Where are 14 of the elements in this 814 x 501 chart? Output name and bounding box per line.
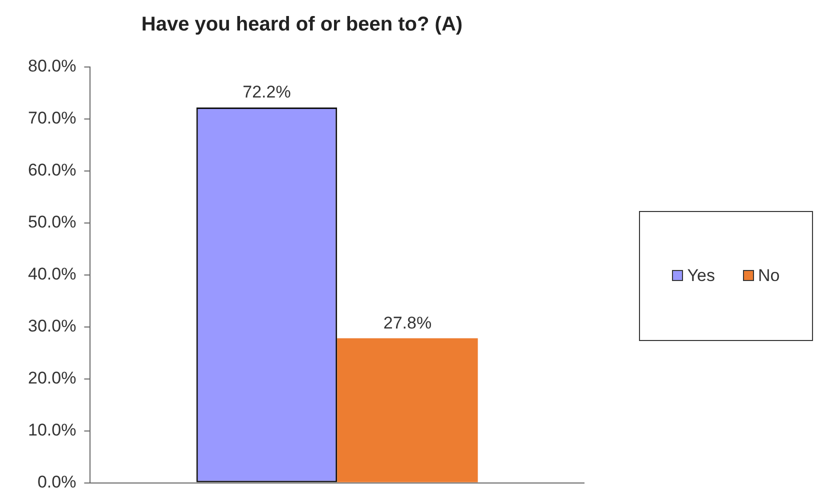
y-tick-label: 20.0% (28, 368, 76, 388)
y-tick-label: 60.0% (28, 160, 76, 180)
legend-label: No (758, 266, 780, 286)
chart-title: Have you heard of or been to? (A) (141, 14, 463, 36)
y-tick-label: 30.0% (28, 316, 76, 336)
y-tick-label: 70.0% (28, 108, 76, 128)
y-tick-label: 50.0% (28, 212, 76, 232)
data-label: 72.2% (242, 82, 291, 102)
y-tick-label: 80.0% (28, 56, 76, 76)
y-tick-label: 10.0% (28, 420, 76, 440)
y-tick-label: 40.0% (28, 264, 76, 284)
legend-label: Yes (687, 266, 715, 286)
y-tick-label: 0.0% (37, 472, 76, 492)
data-label: 27.8% (383, 313, 432, 332)
